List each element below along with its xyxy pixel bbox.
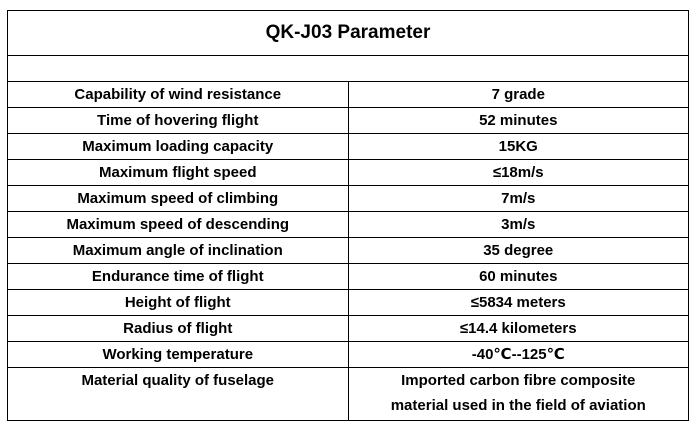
- table-row: Maximum speed of descending 3m/s: [7, 211, 689, 238]
- row-value: 7m/s: [347, 185, 689, 212]
- row-value: 52 minutes: [347, 107, 689, 134]
- table-title-row: QK-J03 Parameter: [7, 10, 689, 56]
- row-label: Maximum flight speed: [7, 159, 349, 186]
- row-label: Maximum speed of climbing: [7, 185, 349, 212]
- row-value: -40℃--125℃: [347, 341, 689, 368]
- row-value: 7 grade: [347, 81, 689, 108]
- row-value: Imported carbon fibre composite material…: [347, 367, 689, 421]
- table-row: Maximum loading capacity 15KG: [7, 133, 689, 160]
- table-row: Endurance time of flight 60 minutes: [7, 263, 689, 290]
- row-value: ≤14.4 kilometers: [347, 315, 689, 342]
- row-value: 60 minutes: [347, 263, 689, 290]
- row-value: 3m/s: [347, 211, 689, 238]
- row-label: Time of hovering flight: [7, 107, 349, 134]
- parameter-sheet: QK-J03 Parameter Capability of wind resi…: [7, 10, 689, 421]
- title-gap: [7, 55, 689, 82]
- row-label: Height of flight: [7, 289, 349, 316]
- table-row: Working temperature -40℃--125℃: [7, 341, 689, 368]
- row-label: Endurance time of flight: [7, 263, 349, 290]
- row-value: ≤5834 meters: [347, 289, 689, 316]
- row-label: Material quality of fuselage: [7, 367, 349, 421]
- row-label: Maximum loading capacity: [7, 133, 349, 160]
- row-label: Radius of flight: [7, 315, 349, 342]
- row-label: Maximum angle of inclination: [7, 237, 349, 264]
- row-value-line-1: Imported carbon fibre composite: [401, 372, 636, 389]
- row-label: Working temperature: [7, 341, 349, 368]
- table-row: Height of flight ≤5834 meters: [7, 289, 689, 316]
- table-title: QK-J03 Parameter: [7, 10, 689, 56]
- row-value: 15KG: [347, 133, 689, 160]
- table-row: Capability of wind resistance 7 grade: [7, 81, 689, 108]
- title-gap-row: [7, 55, 689, 82]
- parameter-table: QK-J03 Parameter Capability of wind resi…: [7, 10, 689, 421]
- table-row: Radius of flight ≤14.4 kilometers: [7, 315, 689, 342]
- table-row: Time of hovering flight 52 minutes: [7, 107, 689, 134]
- row-label: Capability of wind resistance: [7, 81, 349, 108]
- table-row: Maximum speed of climbing 7m/s: [7, 185, 689, 212]
- row-value: 35 degree: [347, 237, 689, 264]
- table-row: Material quality of fuselage Imported ca…: [7, 367, 689, 421]
- row-value-line-2: material used in the field of aviation: [390, 397, 646, 414]
- row-value: ≤18m/s: [347, 159, 689, 186]
- table-row: Maximum angle of inclination 35 degree: [7, 237, 689, 264]
- table-row: Maximum flight speed ≤18m/s: [7, 159, 689, 186]
- row-label: Maximum speed of descending: [7, 211, 349, 238]
